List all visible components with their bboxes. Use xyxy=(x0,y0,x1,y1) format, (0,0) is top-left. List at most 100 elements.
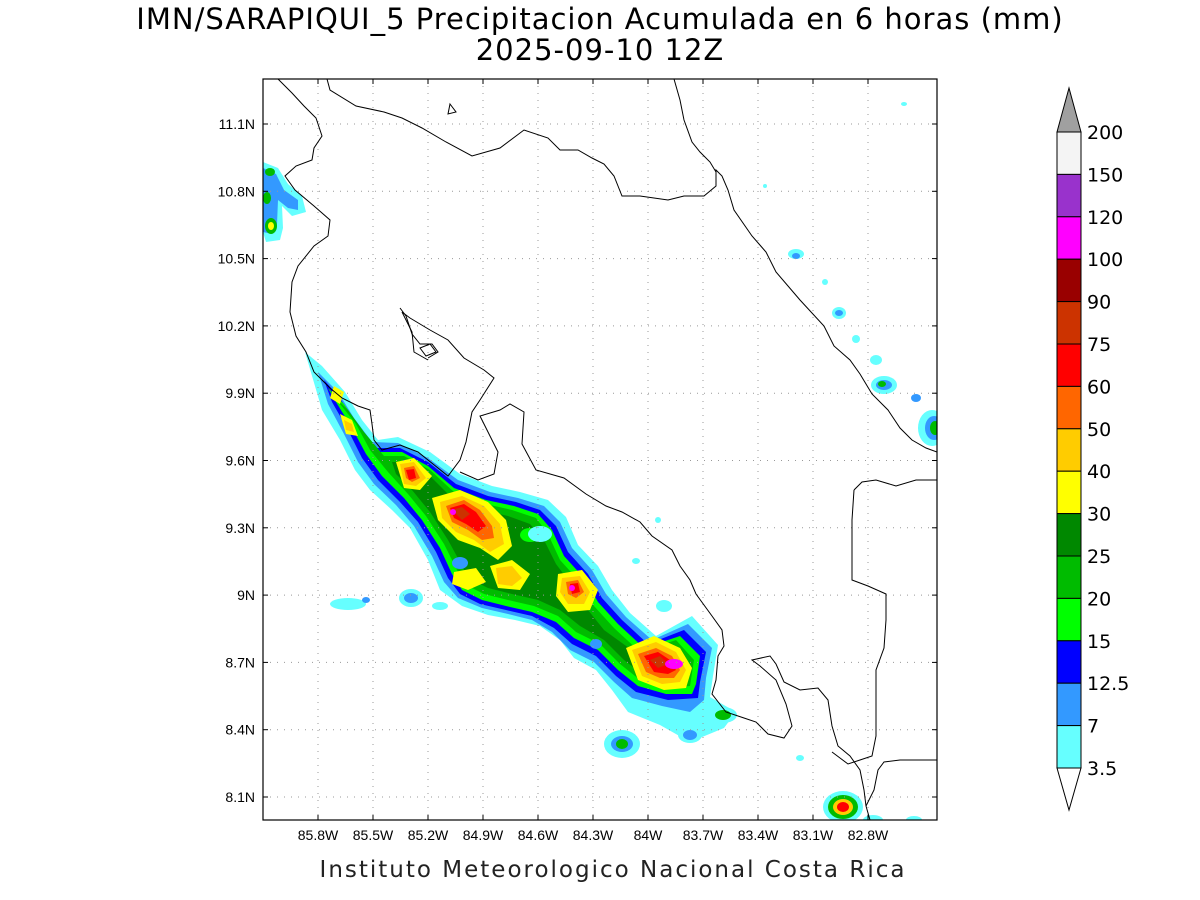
nicoya-coast xyxy=(399,307,439,359)
gulf-of-nicoya-island xyxy=(419,343,437,357)
rain-cell xyxy=(796,755,804,761)
lat-tick-label: 8.1N xyxy=(225,789,255,805)
colorbar-label: 75 xyxy=(1087,334,1111,356)
map-title: IMN/SARAPIQUI_5 Precipitacion Acumulada … xyxy=(136,2,1064,36)
rain-cell-caribbean xyxy=(870,355,882,365)
colorbar-label: 100 xyxy=(1087,249,1123,271)
rain-cell xyxy=(656,600,672,612)
colorbar-label: 40 xyxy=(1087,461,1111,483)
colorbar-swatch xyxy=(1056,682,1082,727)
lon-tick-label: 82.8W xyxy=(848,827,889,843)
rain-max-magenta-east xyxy=(569,585,575,591)
rain-cell xyxy=(404,593,418,603)
colorbar-label: 200 xyxy=(1087,122,1123,144)
nicaragua-river-border xyxy=(673,79,717,173)
colorbar-swatch xyxy=(1056,428,1082,472)
precipitation-field xyxy=(263,102,937,820)
colorbar-swatch xyxy=(1056,216,1082,260)
rain-cell-nw-green3 xyxy=(265,168,275,176)
caribbean-coastline xyxy=(326,79,937,453)
lat-tick-label: 9.6N xyxy=(225,453,255,469)
colorbar-swatch xyxy=(1056,555,1082,599)
lat-tick-label: 11.1N xyxy=(219,116,255,132)
lon-tick-label: 85.5W xyxy=(353,827,394,843)
lat-tick-label: 9.3N xyxy=(225,520,255,536)
colorbar-label: 20 xyxy=(1087,588,1111,610)
rain-cell-caribbean xyxy=(901,102,907,106)
colorbar-label: 3.5 xyxy=(1087,758,1117,780)
lon-tick-label: 84.6W xyxy=(518,827,559,843)
colorbar-label: 120 xyxy=(1087,207,1123,229)
rain-cell xyxy=(362,597,370,603)
colorbar-label: 15 xyxy=(1087,631,1111,653)
lon-tick-label: 84.3W xyxy=(573,827,614,843)
rain-cell xyxy=(528,526,552,542)
pacific-coastline xyxy=(277,79,495,477)
colorbar-swatch xyxy=(1056,385,1082,430)
colorbar-swatch xyxy=(1056,258,1082,303)
rain-patch-lightblue xyxy=(452,557,468,569)
interior-border xyxy=(865,759,937,807)
colorbar-label: 150 xyxy=(1087,164,1123,186)
map-subtitle-date: 2025-09-10 12Z xyxy=(475,33,725,67)
colorbar-label: 7 xyxy=(1087,716,1099,738)
colorbar-swatch xyxy=(1056,640,1082,684)
rain-cell xyxy=(616,739,628,749)
rain-cell-nw-blue xyxy=(263,168,298,234)
colorbar-swatch xyxy=(1056,470,1082,515)
colorbar-swatch xyxy=(1056,173,1082,218)
lat-tick-label: 8.7N xyxy=(225,654,255,670)
lat-tick-label: 9N xyxy=(237,587,255,603)
rain-cell-caribbean xyxy=(852,335,860,343)
rain-cell xyxy=(432,602,448,610)
credit-text: Instituto Meteorologico Nacional Costa R… xyxy=(319,857,907,883)
rain-cell-se xyxy=(837,802,849,812)
colorbar-swatch xyxy=(1056,343,1082,387)
colorbar-swatch xyxy=(1056,131,1082,175)
latitude-axis: 11.1N 10.8N 10.5N 10.2N 9.9N 9.6N 9.3N 9N 8.7N 8.… xyxy=(218,116,937,805)
colorbar-label: 30 xyxy=(1087,504,1111,526)
colorbar-label: 25 xyxy=(1087,546,1111,568)
rain-cell xyxy=(632,558,640,564)
rain-cell-caribbean xyxy=(792,253,800,259)
rain-cell-se xyxy=(906,816,922,820)
lon-tick-label: 85.8W xyxy=(298,827,339,843)
graticule xyxy=(263,79,937,820)
rain-cell-caribbean xyxy=(822,279,828,285)
lat-tick-label: 10.5N xyxy=(218,251,255,267)
panama-border xyxy=(853,479,937,491)
rain-cell-nw-green2 xyxy=(263,192,271,204)
rain-cell-caribbean xyxy=(835,310,843,316)
lon-tick-label: 84W xyxy=(634,827,664,843)
rain-cell xyxy=(590,639,602,649)
lat-tick-label: 9.9N xyxy=(225,385,255,401)
panama-coast xyxy=(831,489,887,765)
lon-tick-label: 83.7W xyxy=(683,827,724,843)
colorbar-label: 90 xyxy=(1087,292,1111,314)
rain-cell-caribbean xyxy=(763,184,767,188)
colorbar-swatch xyxy=(1056,301,1082,345)
lat-tick-label: 10.2N xyxy=(218,318,255,334)
colorbar-top-arrow xyxy=(1056,86,1082,133)
lake-nicaragua-shore xyxy=(447,102,457,115)
colorbar-swatch xyxy=(1056,597,1082,642)
colorbar-swatch xyxy=(1056,725,1082,769)
rain-cell-caribbean xyxy=(930,421,937,435)
central-pacific-coast xyxy=(459,403,871,820)
longitude-axis: 85.8W 85.5W 85.2W 84.9W 84.6W 84.3W 84W 83.7W 83… xyxy=(298,79,889,843)
lat-tick-label: 8.4N xyxy=(225,722,255,738)
colorbar-label: 50 xyxy=(1087,419,1111,441)
colorbar-legend: 200 150 120 100 90 75 60 50 40 30 25 20 15 12.5 7 3.5 xyxy=(1056,86,1129,812)
rain-cell xyxy=(715,710,731,720)
rain-cell-caribbean xyxy=(911,394,921,402)
rain-max-magenta-small xyxy=(450,509,456,515)
lon-tick-label: 83.1W xyxy=(793,827,834,843)
colorbar-label: 60 xyxy=(1087,376,1111,398)
coastlines xyxy=(277,79,937,820)
rain-max-magenta xyxy=(665,659,683,669)
rain-cell xyxy=(655,517,661,523)
lon-tick-label: 85.2W xyxy=(408,827,449,843)
lat-tick-label: 10.8N xyxy=(218,183,255,199)
lon-tick-label: 83.4W xyxy=(738,827,779,843)
